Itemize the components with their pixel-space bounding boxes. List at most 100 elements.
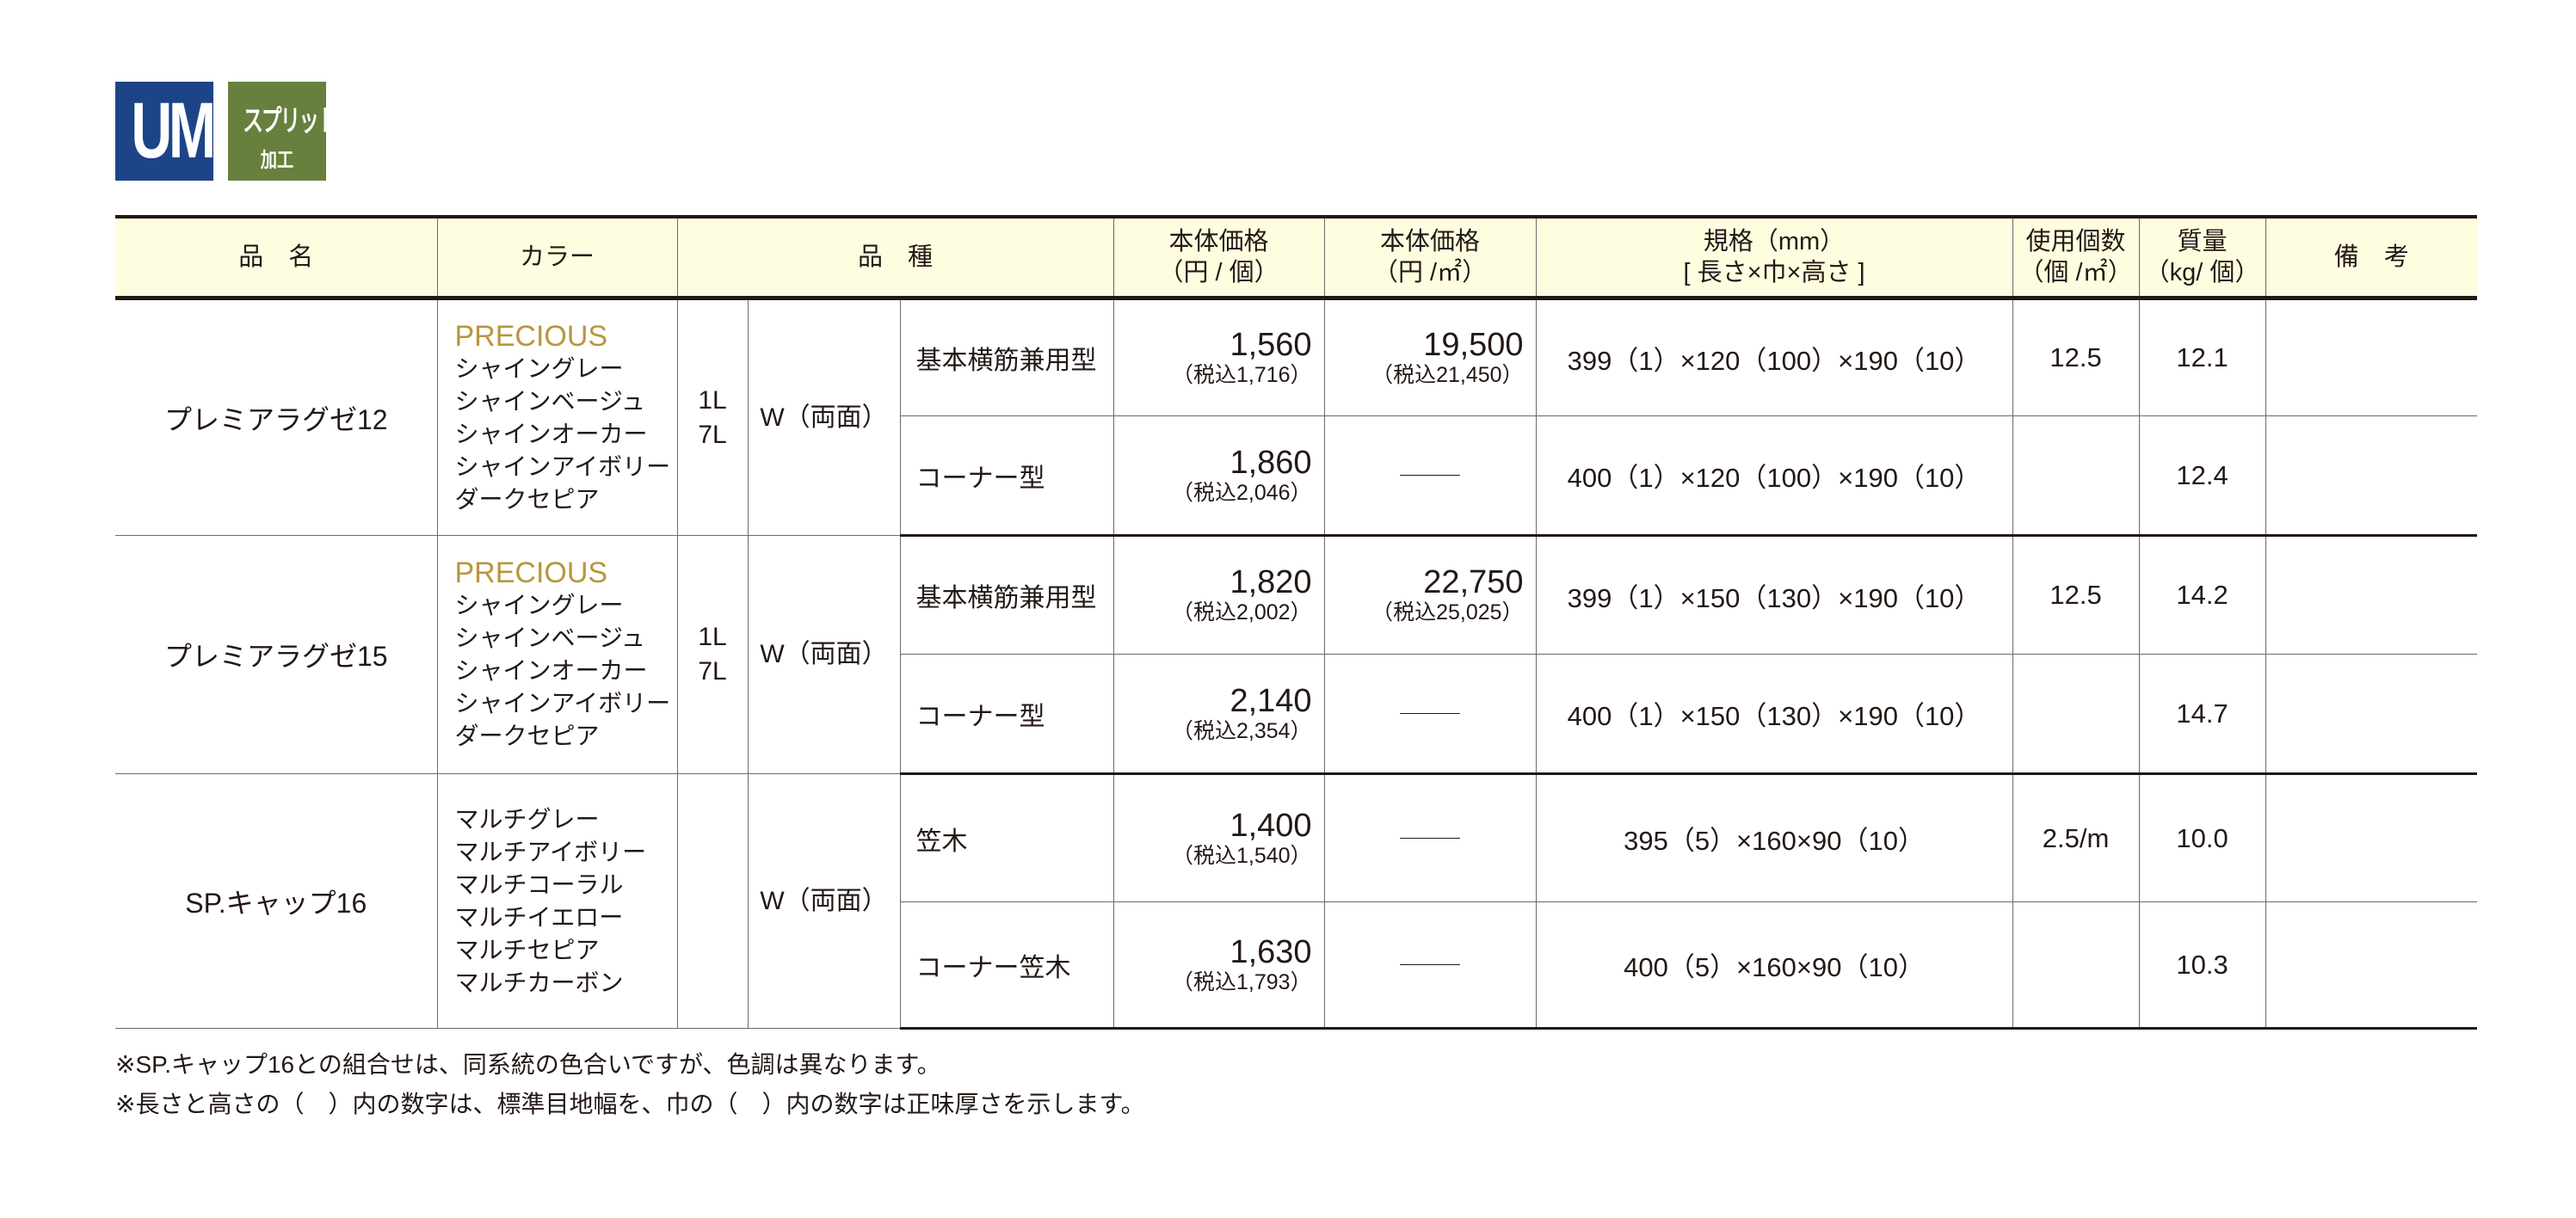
color-item: シャインアイボリー	[454, 452, 671, 480]
area-price	[1323, 654, 1537, 775]
color-list: マルチグレーマルチアイボリー マルチコーラル マルチイエロー マルチセピア マルチカーボ…	[436, 773, 678, 1029]
empty-dash	[1400, 963, 1461, 965]
face-type: W（両面）	[747, 535, 901, 774]
spec: 399（1）×150（130）×190（10）	[1535, 535, 2013, 655]
price-value: 1,560	[1229, 327, 1312, 363]
color-item: ダークセピア	[454, 485, 600, 513]
usage-count	[2012, 654, 2140, 775]
weight: 14.2	[2138, 535, 2266, 655]
header-remarks: 備 考	[2265, 215, 2478, 300]
header-weight: 質量 （kg/ 個）	[2138, 215, 2266, 300]
table-row: SP.キャップ16 マルチグレー マルチアイボリー マルチコーラル マルチイエロー マルチ…	[115, 773, 2478, 1029]
split-processing-badge: スプリット 加工	[228, 82, 338, 181]
usage-count: 12.5	[2012, 535, 2140, 655]
area-price: 22,750 （税込25,025）	[1323, 535, 1537, 655]
remarks	[2265, 415, 2478, 537]
area-price	[1323, 773, 1537, 902]
block-kind: コーナー型	[900, 415, 1114, 537]
block-kind: 基本横筋兼用型	[899, 535, 1114, 655]
unit-price: 1,400 （税込1,540）	[1112, 773, 1325, 902]
color-item: シャイングレー	[454, 592, 624, 618]
unit-price: 1,820 （税込2,002）	[1112, 535, 1325, 655]
price-value: 1,820	[1229, 564, 1312, 600]
table-row: コーナー笠木 1,630 （税込1,793） 400（5）×160×90（10） 10.…	[115, 901, 2478, 1030]
price-tax: （税込1,716）	[1171, 363, 1312, 387]
price-value: 2,140	[1229, 682, 1312, 719]
remarks	[2265, 535, 2478, 655]
area-price: 19,500 （税込21,450）	[1323, 298, 1537, 416]
color-item: マルチイエロー	[454, 903, 624, 931]
area-price-tax: （税込25,025）	[1371, 600, 1524, 624]
color-list: PRECIOUS シャイングレー シャインベージュ シャインオーカー シャインアイボリー…	[436, 298, 678, 536]
area-price	[1323, 901, 1537, 1030]
spec: 399（1）×120（100）×190（10）	[1535, 298, 2013, 416]
color-item: シャインオーカー	[454, 420, 648, 447]
color-item: シャインアイボリー	[454, 690, 671, 717]
product-name: プレミアラグゼ15	[115, 535, 438, 774]
usage-count	[2012, 901, 2140, 1030]
empty-dash	[1400, 837, 1461, 839]
grade: 7L	[698, 420, 727, 449]
product-name: SP.キャップ16	[115, 773, 438, 1029]
price-value: 1,860	[1229, 444, 1312, 481]
block-kind: 基本横筋兼用型	[899, 298, 1114, 416]
remarks	[2265, 298, 2478, 416]
grade-cell: 1L 7L	[676, 298, 749, 536]
area-price-value: 22,750	[1423, 564, 1524, 600]
block-kind: コーナー笠木	[900, 901, 1114, 1030]
empty-dash	[1400, 712, 1461, 714]
precious-label: PRECIOUS	[454, 319, 608, 353]
product-price-table: 品 名 カラー 品 種 本体価格 （円 / 個） 本体価格 （円 /㎡） 規格（mm…	[115, 215, 2478, 1030]
price-tax: （税込1,540）	[1171, 843, 1312, 868]
header-variety: 品 種	[676, 215, 1114, 300]
price-tax: （税込2,046）	[1171, 480, 1312, 505]
header-unit-price: 本体価格 （円 / 個）	[1112, 215, 1325, 300]
table-header: 品 名 カラー 品 種 本体価格 （円 / 個） 本体価格 （円 /㎡） 規格（mm…	[115, 215, 2478, 300]
price-value: 1,400	[1229, 807, 1312, 844]
color-item: マルチグレー	[454, 805, 600, 833]
footnotes: ※SP.キャップ16との組合せは、同系統の色合いですが、色調は異なります。 ※長…	[115, 1045, 1145, 1124]
weight: 14.7	[2138, 654, 2266, 775]
table-row: コーナー型 2,140 （税込2,354） 400（1）×150（130）×190（1…	[115, 654, 2478, 775]
header-name: 品 名	[115, 215, 438, 300]
spec: 400（1）×150（130）×190（10）	[1535, 654, 2013, 775]
weight: 12.1	[2138, 298, 2266, 416]
footnote: ※長さと高さの（ ）内の数字は、標準目地幅を、巾の（ ）内の数字は正味厚さを示し…	[115, 1091, 1145, 1117]
weight: 10.3	[2138, 901, 2266, 1030]
weight: 10.0	[2138, 773, 2266, 902]
color-item: マルチセピア	[454, 936, 600, 963]
color-item: シャインオーカー	[454, 657, 648, 684]
grade: 1L	[698, 623, 727, 651]
grade: 1L	[698, 385, 727, 415]
spec: 395（5）×160×90（10）	[1535, 773, 2013, 902]
color-item: マルチコーラル	[454, 870, 624, 898]
spec: 400（5）×160×90（10）	[1535, 901, 2013, 1030]
grade: 7L	[698, 657, 727, 686]
usage-count	[2012, 415, 2140, 537]
table-row: コーナー型 1,860 （税込2,046） 400（1）×120（100）×190（1…	[115, 415, 2478, 537]
color-item: シャインベージュ	[454, 624, 645, 651]
price-tax: （税込2,002）	[1171, 600, 1312, 624]
price-tax: （税込1,793）	[1171, 969, 1312, 994]
table-row: プレミアラグゼ12 PRECIOUS シャイングレー シャインベージュ シャインオーカー…	[115, 298, 2478, 536]
remarks	[2265, 901, 2478, 1030]
area-price	[1323, 415, 1537, 537]
color-item: ダークセピア	[454, 723, 600, 749]
empty-dash	[1400, 474, 1461, 476]
header-color: カラー	[436, 215, 678, 300]
usage-count: 2.5/m	[2012, 773, 2140, 902]
price-tax: （税込2,354）	[1171, 718, 1312, 743]
footnote: ※SP.キャップ16との組合せは、同系統の色合いですが、色調は異なります。	[115, 1051, 941, 1078]
unit-price: 1,630 （税込1,793）	[1112, 901, 1325, 1030]
block-kind: コーナー型	[900, 654, 1114, 775]
face-type: W（両面）	[747, 773, 901, 1029]
color-item: マルチカーボン	[454, 969, 624, 996]
header-count: 使用個数 （個 /㎡）	[2012, 215, 2140, 300]
color-item: シャイングレー	[454, 354, 624, 382]
color-item: マルチアイボリー	[454, 838, 647, 865]
unit-price: 1,860 （税込2,046）	[1112, 415, 1325, 537]
grade-cell: 1L 7L	[676, 535, 749, 774]
header-spec: 規格（mm）[ 長さ×巾×高さ ]	[1535, 215, 2013, 300]
area-price-value: 19,500	[1423, 327, 1524, 363]
color-item: シャインベージュ	[454, 387, 645, 415]
